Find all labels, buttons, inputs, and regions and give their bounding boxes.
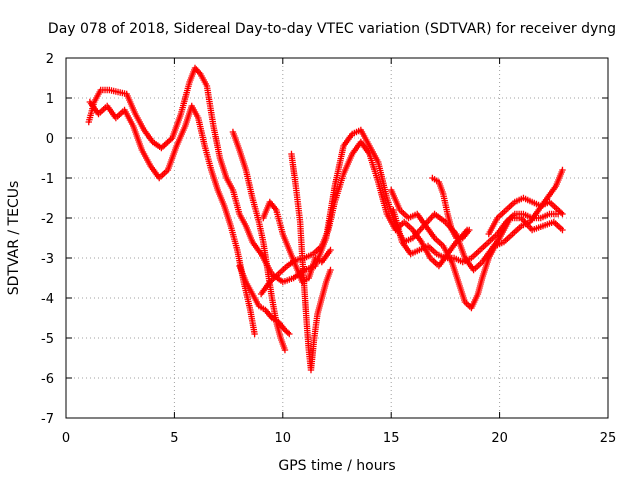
y-tick-label: -7 xyxy=(41,412,54,427)
y-tick-label: 2 xyxy=(46,52,54,67)
y-tick-label: 0 xyxy=(46,132,54,147)
data-point xyxy=(286,330,293,338)
y-tick-label: -5 xyxy=(41,332,54,347)
data-point xyxy=(557,209,565,216)
data-point xyxy=(327,266,334,274)
x-tick-label: 15 xyxy=(383,431,400,446)
x-tick-label: 0 xyxy=(62,431,70,446)
x-tick-label: 20 xyxy=(491,431,508,446)
data-point xyxy=(559,166,566,174)
data-point xyxy=(559,210,566,218)
y-tick-label: -2 xyxy=(41,212,54,227)
data-point xyxy=(559,226,566,234)
data-point xyxy=(251,330,258,338)
data-points xyxy=(85,64,566,374)
x-tick-label: 5 xyxy=(170,431,178,446)
x-tick-label: 10 xyxy=(275,431,292,446)
data-point xyxy=(281,346,289,354)
axis-ticks: 0 5 10 15 20 25 -7 -6 -5 -4 -3 -2 -1 0 1 2 xyxy=(41,52,616,446)
y-tick-label: -3 xyxy=(41,252,54,267)
data-point xyxy=(327,246,334,254)
gridlines xyxy=(66,58,608,418)
data-point xyxy=(284,329,292,336)
y-tick-label: -6 xyxy=(41,372,54,387)
data-point xyxy=(466,226,473,234)
y-axis-label: SDTVAR / TECUs xyxy=(6,181,22,296)
x-tick-label: 25 xyxy=(600,431,617,446)
y-tick-label: -4 xyxy=(41,292,54,307)
y-tick-label: 1 xyxy=(46,92,54,107)
x-axis-label: GPS time / hours xyxy=(278,458,395,474)
chart-title: Day 078 of 2018, Sidereal Day-to-day VTE… xyxy=(48,21,616,37)
y-tick-label: -1 xyxy=(41,172,54,187)
plot-frame xyxy=(65,57,609,419)
